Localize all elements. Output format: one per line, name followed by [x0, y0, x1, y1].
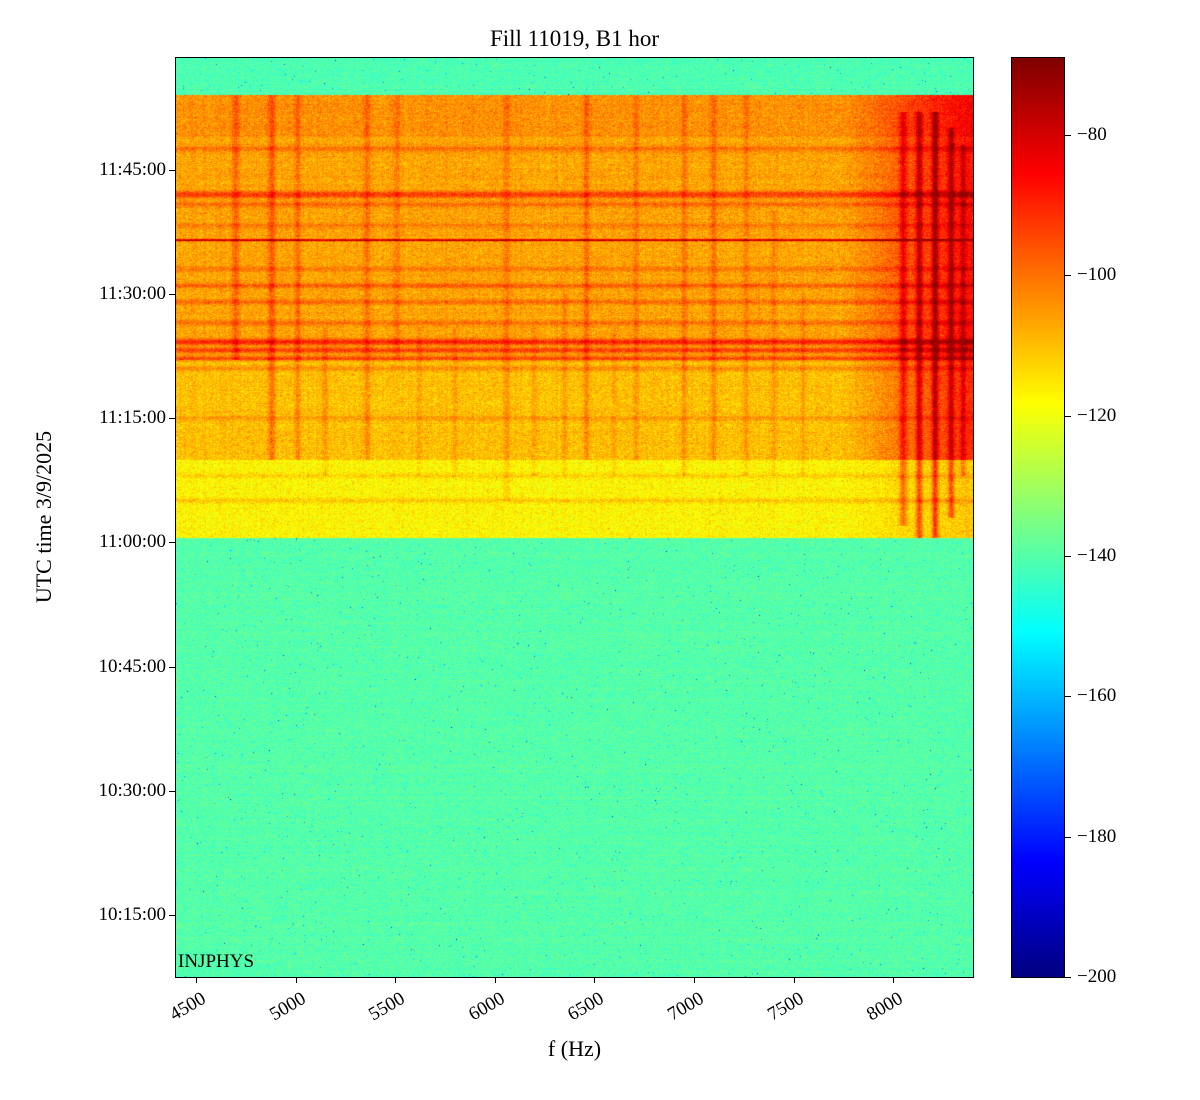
colorbar-tick-mark — [1065, 977, 1071, 978]
y-tick-mark — [169, 418, 175, 419]
x-tick-mark — [495, 977, 496, 983]
x-tick-label: 6500 — [564, 988, 608, 1026]
x-tick-mark — [694, 977, 695, 983]
y-tick-mark — [169, 791, 175, 792]
y-tick-label: 10:15:00 — [98, 904, 166, 925]
x-tick-mark — [196, 977, 197, 983]
y-tick-label: 11:30:00 — [99, 283, 166, 304]
colorbar-tick-label: −160 — [1077, 685, 1117, 706]
colorbar-tick-label: −140 — [1077, 545, 1117, 566]
colorbar-tick-label: −80 — [1077, 124, 1107, 145]
annotation-injphys: INJPHYS — [178, 951, 255, 972]
y-tick-label: 11:00:00 — [99, 531, 166, 552]
y-tick-mark — [169, 667, 175, 668]
colorbar-tick-mark — [1065, 135, 1071, 136]
x-tick-label: 7000 — [664, 988, 708, 1026]
colorbar-tick-mark — [1065, 556, 1071, 557]
colorbar-tick-label: −120 — [1077, 405, 1117, 426]
colorbar-tick-mark — [1065, 416, 1071, 417]
colorbar-tick-mark — [1065, 696, 1071, 697]
x-tick-label: 8000 — [863, 988, 907, 1026]
colorbar-tick-label: −200 — [1077, 966, 1117, 987]
colorbar-tick-mark — [1065, 275, 1071, 276]
y-tick-mark — [169, 542, 175, 543]
y-tick-label: 10:45:00 — [98, 656, 166, 677]
colorbar-frame — [1011, 57, 1065, 978]
x-tick-label: 5500 — [365, 988, 409, 1026]
y-tick-mark — [169, 915, 175, 916]
x-tick-label: 6000 — [465, 988, 509, 1026]
y-tick-label: 10:30:00 — [98, 780, 166, 801]
x-tick-mark — [296, 977, 297, 983]
x-tick-mark — [594, 977, 595, 983]
x-tick-label: 5000 — [266, 988, 310, 1026]
colorbar-gradient — [1012, 58, 1064, 977]
chart-title: Fill 11019, B1 hor — [489, 26, 660, 51]
x-tick-mark — [794, 977, 795, 983]
x-tick-label: 7500 — [764, 988, 808, 1026]
x-tick-label: 4500 — [166, 988, 210, 1026]
spectrogram-heatmap — [176, 58, 973, 977]
colorbar-tick-mark — [1065, 837, 1071, 838]
plot-area-frame — [175, 57, 974, 978]
y-tick-label: 11:45:00 — [99, 159, 166, 180]
y-tick-label: 11:15:00 — [99, 407, 166, 428]
colorbar-tick-label: −180 — [1077, 826, 1117, 847]
y-tick-mark — [169, 170, 175, 171]
y-axis-label: UTC time 3/9/2025 — [31, 430, 56, 604]
y-tick-mark — [169, 294, 175, 295]
x-tick-mark — [395, 977, 396, 983]
x-axis-label: f (Hz) — [547, 1036, 602, 1061]
colorbar-tick-label: −100 — [1077, 264, 1117, 285]
x-tick-mark — [893, 977, 894, 983]
